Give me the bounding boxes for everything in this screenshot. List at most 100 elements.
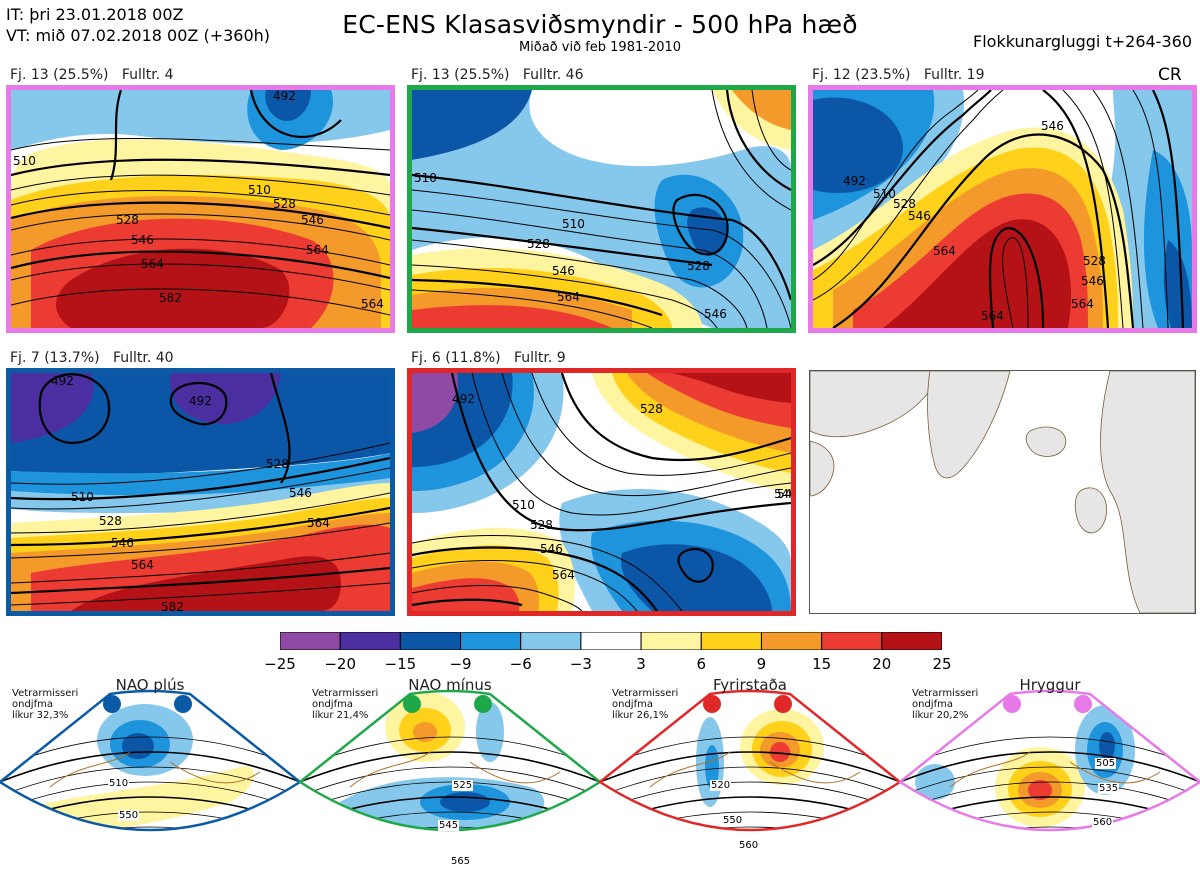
regime-fan-outline: [597, 689, 903, 832]
colorbar-tick-label: 15: [812, 655, 832, 673]
colorbar-tick-label: 20: [872, 655, 892, 673]
anomaly-blob: [705, 745, 719, 789]
height-contour: [0, 826, 300, 830]
contour-label: 528: [116, 213, 139, 227]
contour-label: 528: [266, 457, 289, 471]
regime-marker-dot: [774, 695, 792, 713]
regime-title: Fyrirstaða: [713, 676, 787, 694]
classification-window: Flokkunargluggi t+264-360: [973, 32, 1192, 51]
colorbar-tick-label: −9: [449, 655, 472, 673]
contour-label: 492: [189, 394, 212, 408]
anomaly-blob: [1099, 732, 1115, 760]
contour-label: 546: [111, 536, 134, 550]
colorbar-swatch: [580, 631, 642, 651]
contour-label: 510: [512, 498, 535, 512]
regime-note-line: líkur 26,1%: [612, 710, 669, 721]
colorbar-tick-label: −25: [264, 655, 296, 673]
regime-note-line: ondjfma: [912, 699, 953, 710]
contour-label: 528: [640, 402, 663, 416]
contour-label: 546: [1041, 119, 1064, 133]
cluster-map-3: 492 510 528 546 546 564 564 528 546 564: [808, 85, 1197, 333]
regime-note-line: Vetrarmisseri: [612, 688, 679, 699]
regime-marker-dot: [474, 695, 492, 713]
reference-map: [809, 370, 1196, 614]
contour-label: 546: [704, 307, 727, 321]
coastline: [649, 751, 861, 788]
contour-label: 564: [306, 243, 329, 257]
colorbar-tick-label: 25: [932, 655, 952, 673]
contour-label: 546: [552, 264, 575, 278]
contour-label: 510: [71, 490, 94, 504]
colorbar-tick-label: 6: [696, 655, 707, 673]
contour-label: 546: [301, 213, 324, 227]
colorbar-swatch: [460, 631, 522, 651]
contour-label: 546: [777, 487, 791, 501]
contour-label: 546: [540, 542, 563, 556]
regime-fan-outline: [297, 689, 603, 832]
regime-marker-dot: [1003, 695, 1021, 713]
contour-label: 510: [562, 217, 585, 231]
anomaly-blob: [770, 742, 790, 762]
contour-label: 510: [248, 183, 271, 197]
height-contour: [0, 857, 310, 871]
cluster-map-2: 510 510 528 528 546 564 546: [407, 85, 796, 333]
panel-2-label: Fj. 13 (25.5%) Fulltr. 46: [411, 67, 584, 83]
regime-contour-label: 505: [1095, 758, 1117, 769]
contour-label: 492: [843, 174, 866, 188]
page-title: EC-ENS Klasasviðsmyndir - 500 hPa hæð: [342, 10, 858, 39]
contour-label: 510: [13, 154, 36, 168]
coastline: [49, 751, 261, 788]
regime-title: Hryggur: [1019, 676, 1081, 694]
regime-note-line: Vetrarmisseri: [312, 688, 379, 699]
regime-note-line: ondjfma: [612, 699, 653, 710]
contour-label: 564: [981, 309, 1004, 323]
contour-label: 492: [452, 392, 475, 406]
colorbar-swatch: [760, 631, 823, 651]
colorbar-swatch: [640, 631, 702, 651]
colorbar-swatch: [700, 631, 762, 651]
height-contour: [890, 842, 1200, 870]
contour-label: 582: [161, 600, 184, 611]
init-time: IT: þri 23.01.2018 00Z: [6, 5, 184, 24]
regime-marker-dot: [703, 695, 721, 713]
regime-marker-dot: [174, 695, 192, 713]
contour-label: 528: [687, 259, 710, 273]
regime-title: NAO plús: [115, 676, 185, 694]
contour-label: 546: [131, 233, 154, 247]
regime-contour-label: 550: [118, 810, 140, 821]
regime-marker-dot: [403, 695, 421, 713]
height-contour: [900, 766, 1200, 801]
anomaly-blob: [1028, 780, 1052, 800]
contour-label: 564: [552, 568, 575, 582]
height-contour: [300, 826, 600, 830]
anomaly-blob: [413, 722, 437, 742]
regime-marker-dot: [1074, 695, 1092, 713]
colorbar-tick-label: 9: [756, 655, 767, 673]
colorbar-swatch: [399, 631, 462, 651]
anomaly-blob: [30, 766, 254, 830]
contour-label: 528: [530, 518, 553, 532]
contour-label: 546: [774, 487, 791, 501]
coastline: [349, 751, 561, 788]
colorbar-swatch: [339, 631, 401, 651]
height-contour: [600, 766, 900, 801]
contour-label: 564: [131, 558, 154, 572]
regime-contour-label: 510: [108, 778, 130, 789]
contour-label: 528: [527, 237, 550, 251]
contour-label: 564: [933, 244, 956, 258]
regime-note-line: líkur 32,3%: [12, 710, 69, 721]
regime-contour-label: 550: [722, 815, 744, 826]
cluster-map-1: 492 510 510 528 528 546 546 564 564 582 …: [6, 85, 395, 333]
panel-1-label: Fj. 13 (25.5%) Fulltr. 4: [10, 67, 174, 83]
regime-title: NAO mínus: [408, 676, 492, 694]
height-contour: [0, 842, 310, 870]
height-contour: [600, 826, 900, 830]
anomaly-blob: [1023, 851, 1053, 863]
contour-label: 492: [51, 374, 74, 388]
colorbar-tick-label: 3: [636, 655, 646, 673]
forecast-times: IT: þri 23.01.2018 00Z VT: mið 07.02.201…: [6, 4, 270, 46]
contour-label: 564: [1071, 297, 1094, 311]
regime-marker-dot: [103, 695, 121, 713]
contour-label: 492: [273, 90, 296, 103]
regime-contour-label: 565: [450, 856, 472, 867]
